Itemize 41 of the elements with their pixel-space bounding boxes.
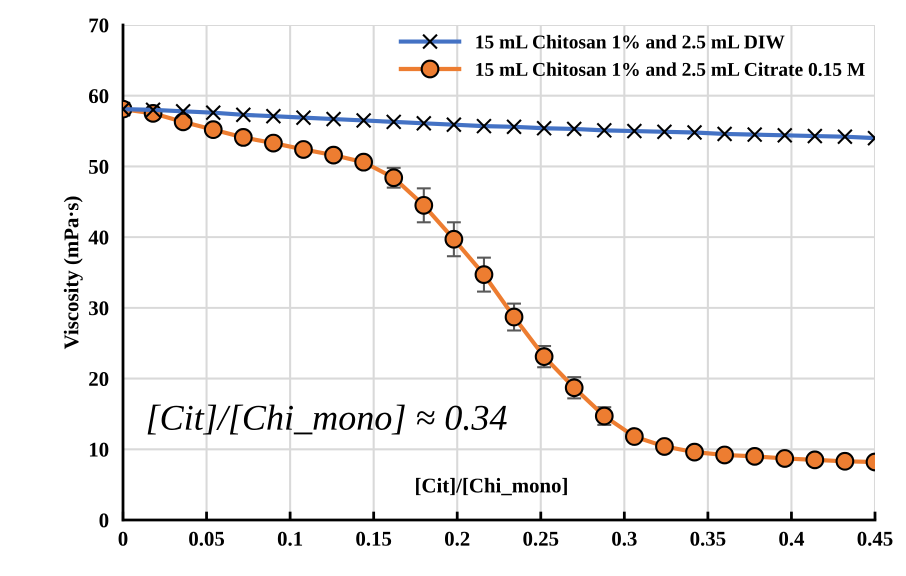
point (655, 437, 674, 456)
y-tick-label: 30 (89, 301, 108, 316)
point (504, 308, 524, 326)
x-tick-label: 0.05 (189, 532, 224, 546)
point (414, 196, 434, 215)
point (234, 128, 253, 147)
point (444, 230, 464, 249)
x-tick-label: 0 (118, 532, 128, 546)
point (805, 450, 824, 470)
point (324, 146, 343, 164)
x-tick-label: 0.35 (690, 532, 726, 546)
x-tick-label: 0.3 (612, 532, 637, 546)
point (624, 427, 644, 446)
y-tick-label: 60 (88, 89, 108, 104)
point (474, 265, 494, 284)
x-axis-title: [Cit]/[Chi_mono] (416, 478, 567, 496)
point (294, 140, 313, 159)
point (775, 449, 794, 468)
point (715, 446, 734, 464)
point (204, 120, 223, 140)
x-tick-label: 0.2 (444, 532, 470, 546)
y-tick-label: 50 (89, 160, 108, 174)
y-tick-label: 0 (99, 513, 108, 528)
x-tick-label: 0.1 (278, 532, 302, 546)
y-tick-label: 10 (90, 442, 108, 457)
x-tick-label: 0.45 (858, 532, 892, 546)
y-tick-label: 40 (88, 230, 108, 245)
point (354, 152, 374, 172)
x-tick-label: 0.4 (779, 532, 804, 546)
x-tick-label: 0.15 (356, 532, 392, 546)
point (745, 446, 764, 466)
y-tick-label: 20 (89, 372, 108, 386)
x-tick-label: 0.25 (523, 532, 558, 546)
legend-label: 15 mL Chitosan 1% and 2.5 mL Citrate 0.15 M (476, 62, 865, 76)
legend-label: 15 mL Chitosan 1% and 2.5 mL DIW (476, 34, 785, 49)
point (836, 452, 854, 471)
annotation: [Cit]/[Chi_mono] ≈ 0.34 (148, 404, 507, 435)
y-axis-title: Viscosity (mPa·s) (64, 196, 83, 350)
y-tick-label: 70 (89, 18, 108, 32)
point (685, 442, 704, 462)
point (264, 134, 283, 152)
